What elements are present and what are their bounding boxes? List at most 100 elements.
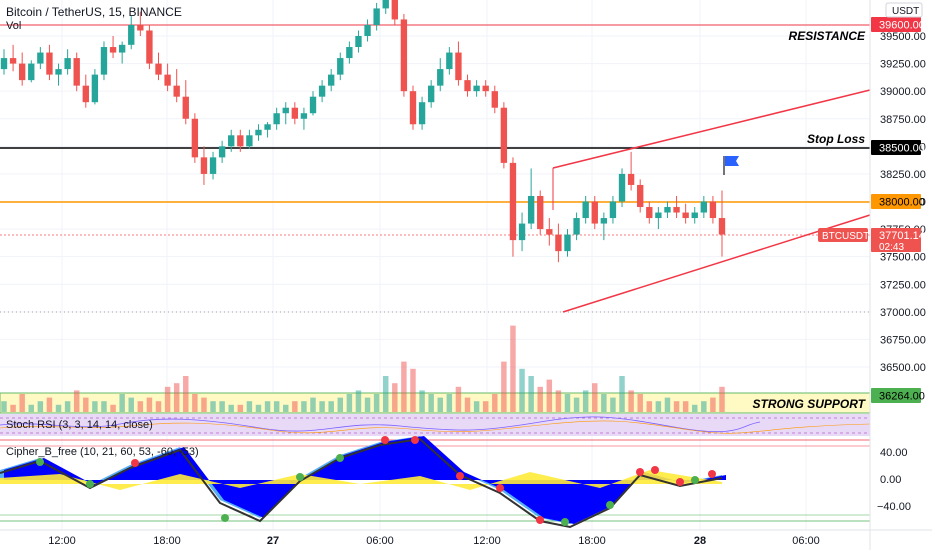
volume-bar: [1, 401, 7, 412]
candle: [218, 140, 226, 163]
resistance-label: RESISTANCE: [789, 29, 866, 43]
stoch-rsi-label[interactable]: Stoch RSI (3, 3, 14, 14, close): [6, 419, 153, 431]
volume-bar: [537, 386, 543, 412]
volume-bar: [255, 404, 262, 412]
candle: [300, 107, 308, 130]
candle: [18, 52, 26, 86]
candle: [309, 91, 317, 116]
candle: [273, 107, 280, 130]
stop-loss-price-label: 38500.00: [879, 143, 925, 155]
volume-bar: [501, 361, 507, 412]
price-tick: 38250.00: [880, 169, 926, 181]
volume-bar: [701, 401, 707, 412]
candle: [573, 212, 580, 241]
candle: [437, 58, 444, 92]
price-axis: [870, 0, 932, 530]
symbol-title: Bitcoin / TetherUS, 15, BINANCE: [6, 5, 182, 19]
stop-loss-label: Stop Loss: [807, 132, 865, 146]
price-tick: 37250.00: [880, 279, 926, 291]
candle: [73, 52, 80, 92]
time-tick: 18:00: [153, 535, 181, 547]
volume-bar: [292, 401, 298, 412]
volume-bar: [119, 394, 125, 412]
time-tick: 06:00: [366, 535, 394, 547]
stoch-rsi-pane: [0, 414, 870, 436]
volume-bar: [237, 404, 244, 412]
price-tick: 37000.00: [880, 307, 926, 319]
candle: [682, 203, 689, 224]
volume-bar: [528, 376, 534, 412]
volume-bar: [355, 390, 362, 412]
price-tick: 36500.00: [880, 362, 926, 374]
volume-bar: [164, 386, 171, 412]
candle: [555, 223, 562, 263]
flag-icon: [723, 156, 739, 175]
sell-dot: [536, 516, 544, 524]
volume-bar: [246, 401, 253, 412]
candle: [473, 80, 480, 97]
volume-bar: [482, 401, 489, 412]
volume-bar: [173, 383, 180, 412]
volume-bar: [446, 394, 453, 412]
candle: [64, 49, 71, 75]
volume-bar: [346, 394, 353, 412]
sell-dot: [636, 468, 644, 476]
candle: [118, 41, 126, 64]
cipher-b-oscillator: [0, 436, 726, 529]
candle: [518, 212, 526, 252]
candle: [627, 151, 635, 191]
candle: [346, 41, 353, 64]
time-tick: 28: [694, 535, 706, 547]
candle: [255, 124, 262, 141]
candle: [600, 212, 608, 241]
volume-bar: [201, 397, 207, 412]
volume-bar: [692, 404, 698, 412]
sell-dot: [381, 436, 389, 444]
candle: [91, 69, 99, 105]
volume-bar: [228, 404, 234, 412]
candle: [482, 80, 489, 97]
volume-bar: [455, 386, 462, 412]
sell-dot: [131, 459, 139, 467]
candle: [591, 195, 598, 230]
last-price-label: 37701.14: [879, 230, 925, 242]
candle: [527, 168, 535, 230]
volume-bars: [1, 325, 725, 412]
price-tick: 39000.00: [880, 86, 926, 98]
stoch-rsi-line: [0, 416, 761, 433]
candle: [173, 69, 180, 103]
candle: [618, 168, 626, 208]
volume-bar: [319, 401, 325, 412]
candle: [128, 16, 135, 50]
buy-dot: [606, 501, 614, 509]
candle: [364, 19, 371, 42]
volume-bar: [219, 401, 225, 412]
volume-bar: [110, 404, 116, 412]
candle: [500, 102, 508, 169]
candle: [700, 195, 708, 219]
buy-dot: [561, 518, 569, 526]
candle: [509, 157, 517, 257]
volume-bar: [437, 397, 443, 412]
stoch-rsi-signal: [0, 420, 871, 434]
volume-bar: [364, 397, 371, 412]
volume-bar: [582, 390, 589, 412]
sell-dot: [708, 470, 716, 478]
volume-bar: [710, 397, 716, 412]
candle: [37, 47, 44, 70]
osc-tick-40: 40.00: [880, 447, 908, 459]
cipher-b-label[interactable]: Cipher_B_free (10, 21, 60, 53, -60, -53): [6, 446, 199, 458]
osc-tick-minus-40: −40.00: [877, 501, 911, 513]
candle: [537, 190, 544, 235]
candle: [0, 49, 8, 75]
volume-bar: [564, 394, 571, 412]
volume-bar: [137, 401, 144, 412]
volume-bar: [464, 397, 471, 412]
money-flow: [0, 470, 722, 490]
candle: [491, 85, 498, 114]
currency-label: USDT: [892, 6, 919, 17]
candle: [691, 207, 698, 224]
candle: [55, 63, 62, 86]
candle: [673, 195, 680, 219]
